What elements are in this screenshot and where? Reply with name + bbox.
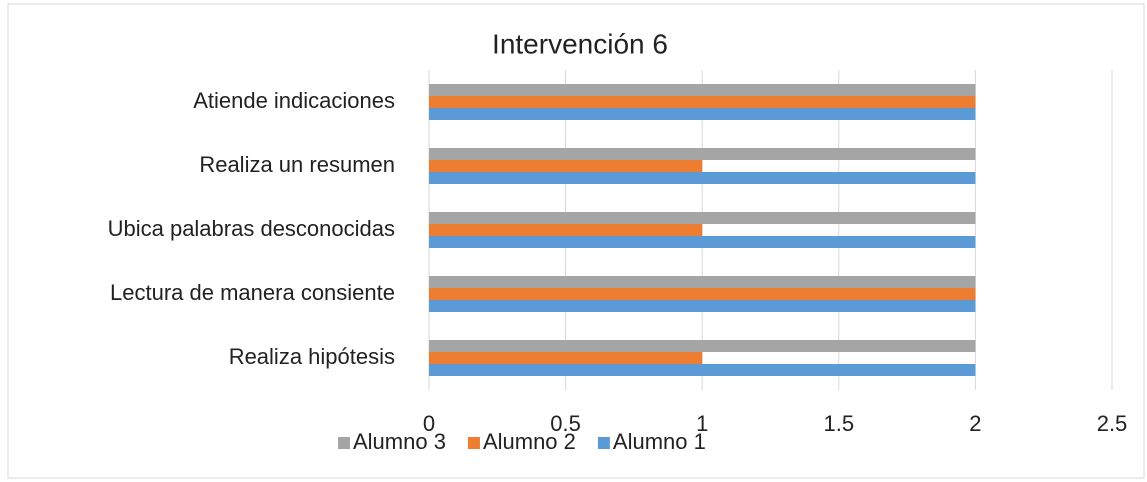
bar bbox=[429, 276, 976, 288]
bar bbox=[429, 364, 976, 376]
legend-label: Alumno 3 bbox=[353, 429, 446, 454]
x-tick-label: 1.5 bbox=[824, 411, 855, 436]
legend-label: Alumno 1 bbox=[613, 429, 706, 454]
legend-swatch bbox=[597, 437, 610, 449]
x-tick-label: 0 bbox=[423, 411, 435, 436]
x-tick-label: 2 bbox=[969, 411, 981, 436]
bar bbox=[429, 84, 976, 96]
bar bbox=[429, 340, 976, 352]
bar bbox=[429, 160, 703, 172]
legend-swatch bbox=[467, 437, 480, 449]
bar bbox=[429, 352, 703, 364]
bar bbox=[429, 172, 976, 184]
legend-label: Alumno 2 bbox=[483, 429, 576, 454]
chart-title: Intervención 6 bbox=[492, 28, 668, 59]
bar bbox=[429, 236, 976, 248]
y-tick-label: Ubica palabras desconocidas bbox=[108, 216, 395, 241]
bar bbox=[429, 108, 976, 120]
bar bbox=[429, 224, 703, 236]
bar bbox=[429, 212, 976, 224]
y-tick-label: Realiza hipótesis bbox=[229, 344, 395, 369]
bar bbox=[429, 148, 976, 160]
x-tick-label: 1 bbox=[696, 411, 708, 436]
x-tick-label: 0.5 bbox=[550, 411, 581, 436]
bar bbox=[429, 288, 976, 300]
y-tick-label: Lectura de manera consiente bbox=[110, 280, 395, 305]
y-tick-label: Atiende indicaciones bbox=[193, 88, 395, 113]
x-tick-label: 2.5 bbox=[1097, 411, 1128, 436]
y-tick-label: Realiza un resumen bbox=[199, 152, 395, 177]
bar bbox=[429, 96, 976, 108]
bar bbox=[429, 300, 976, 312]
legend-swatch bbox=[338, 437, 350, 449]
